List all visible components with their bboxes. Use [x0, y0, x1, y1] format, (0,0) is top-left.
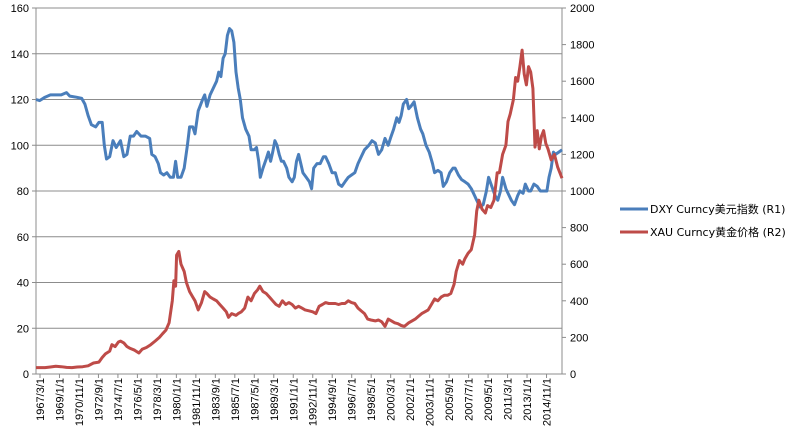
- x-axis-tick-label: 1972/9/1: [93, 378, 105, 421]
- x-axis-tick-label: 1996/7/1: [347, 378, 359, 421]
- right-axis-tick-label: 200: [570, 332, 588, 344]
- right-axis-tick-label: 0: [570, 369, 576, 381]
- right-axis-tick-label: 400: [570, 296, 588, 308]
- right-axis-tick-label: 1400: [570, 113, 594, 125]
- x-axis-tick-label: 1985/7/1: [230, 378, 242, 421]
- x-axis-tick-label: 1969/1/1: [54, 378, 66, 421]
- left-axis-tick-label: 20: [17, 323, 29, 335]
- x-axis-tick-label: 1976/5/1: [132, 378, 144, 421]
- x-axis-tick-label: 2003/11/1: [425, 378, 437, 426]
- left-axis-tick-label: 40: [17, 278, 29, 290]
- series-lines: [35, 27, 564, 370]
- x-axis-tick-label: 1989/3/1: [269, 378, 281, 421]
- right-y-axis: 0 200 400 600 800 1000 1200 1400 1600 1800 2000: [561, 3, 594, 381]
- x-axis-tick-label: 2002/1/1: [405, 378, 417, 421]
- x-axis-tick-label: 1991/1/1: [288, 378, 300, 421]
- x-axis-tick-label: 1974/7/1: [113, 378, 125, 421]
- x-axis-tick-label: 1981/11/1: [191, 378, 203, 426]
- right-axis-tick-label: 800: [570, 223, 588, 235]
- x-axis-tick-label: 1970/11/1: [74, 378, 86, 426]
- x-axis-tick-label: 2013/1/1: [522, 378, 534, 421]
- x-axis-tick-label: 2007/7/1: [464, 378, 476, 421]
- x-axis-tick-label: 1992/11/1: [308, 378, 320, 426]
- left-axis-tick-label: 100: [11, 140, 29, 152]
- x-axis-tick-label: 1980/1/1: [171, 378, 183, 421]
- x-axis-tick-label: 2011/3/1: [503, 378, 515, 420]
- gridlines: [36, 7, 562, 375]
- left-y-axis: 0 20 40 60 80 100 120 140 160: [11, 3, 37, 381]
- legend-label: XAU Curncy黄金价格 (R2): [650, 225, 786, 239]
- x-axis: 1967/3/1 1969/1/1 1970/11/1 1972/9/1 1974/7/…: [35, 373, 562, 426]
- left-axis-tick-label: 140: [11, 49, 29, 61]
- right-axis-tick-label: 600: [570, 259, 588, 271]
- x-axis-tick-label: 1987/5/1: [249, 378, 261, 421]
- legend: DXY Curncy美元指数 (R1) XAU Curncy黄金价格 (R2): [620, 202, 786, 239]
- x-axis-tick-label: 2014/11/1: [542, 378, 554, 426]
- right-axis-tick-label: 1200: [570, 149, 594, 161]
- left-axis-tick-label: 60: [17, 232, 29, 244]
- left-axis-tick-label: 0: [23, 369, 29, 381]
- x-axis-tick-label: 1978/3/1: [152, 378, 164, 421]
- x-axis-tick-label: 2005/9/1: [444, 378, 456, 421]
- x-axis-tick-label: 1998/5/1: [366, 378, 378, 421]
- left-axis-tick-label: 160: [11, 3, 29, 15]
- series-line-xau: [36, 48, 564, 370]
- left-axis-tick-label: 120: [11, 95, 29, 107]
- x-axis-tick-label: 1967/3/1: [35, 378, 47, 421]
- right-axis-tick-label: 1000: [570, 186, 594, 198]
- x-axis-tick-label: 2000/3/1: [386, 378, 398, 421]
- x-axis-tick-label: 1983/9/1: [210, 378, 222, 421]
- right-axis-tick-label: 1600: [570, 76, 594, 88]
- x-axis-tick-label: 1994/9/1: [327, 378, 339, 421]
- left-axis-tick-label: 80: [17, 186, 29, 198]
- legend-label: DXY Curncy美元指数 (R1): [650, 202, 785, 216]
- right-axis-tick-label: 2000: [570, 3, 594, 15]
- series-line-dxy: [35, 27, 563, 209]
- x-axis-tick-label: 2009/5/1: [483, 378, 495, 421]
- right-axis-tick-label: 1800: [570, 40, 594, 52]
